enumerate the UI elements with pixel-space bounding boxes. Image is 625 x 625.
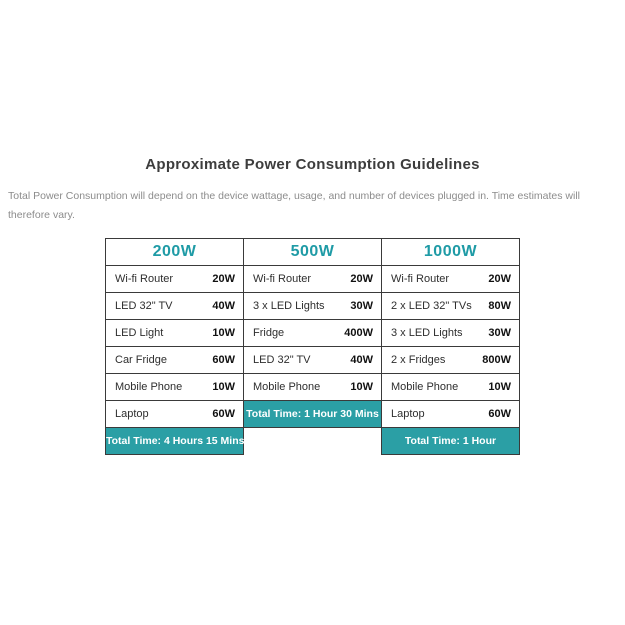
- device-wattage: 400W: [344, 327, 373, 339]
- device-name: 2 x Fridges: [391, 354, 446, 366]
- device-wattage: 20W: [488, 273, 511, 285]
- device-wattage: 10W: [350, 381, 373, 393]
- device-cell: 2 x Fridges 800W: [381, 346, 520, 374]
- device-cell: 3 x LED Lights 30W: [243, 292, 382, 320]
- device-cell: Mobile Phone 10W: [105, 373, 244, 401]
- device-name: 3 x LED Lights: [391, 327, 463, 339]
- total-time-cell: Total Time: 1 Hour: [381, 427, 520, 455]
- table-row: Total Time: 4 Hours 15 Mins Total Time: 1…: [105, 427, 520, 455]
- device-cell-inner: Mobile Phone 10W: [106, 381, 243, 393]
- device-cell-inner: LED Light 10W: [106, 327, 243, 339]
- device-name: LED 32" TV: [253, 354, 311, 366]
- device-cell: Wi-fi Router 20W: [381, 265, 520, 293]
- device-cell-inner: 2 x Fridges 800W: [382, 354, 519, 366]
- device-cell-inner: Laptop 60W: [382, 408, 519, 420]
- table-row: Laptop 60W Total Time: 1 Hour 30 Mins Lapto…: [105, 400, 520, 428]
- total-time-cell: Total Time: 4 Hours 15 Mins: [105, 427, 244, 455]
- device-name: Wi-fi Router: [391, 273, 450, 285]
- device-cell: Car Fridge 60W: [105, 346, 244, 374]
- device-wattage: 20W: [350, 273, 373, 285]
- table-body: Wi-fi Router 20W Wi-fi Router 20W Wi-fi Rout…: [105, 265, 520, 455]
- device-cell-inner: Car Fridge 60W: [106, 354, 243, 366]
- device-name: Fridge: [253, 327, 285, 339]
- total-time-cell: Total Time: 1 Hour 30 Mins: [243, 400, 382, 428]
- device-cell-inner: Wi-fi Router 20W: [382, 273, 519, 285]
- power-consumption-table: 200W 500W 1000W Wi-fi Router 20W Wi-fi Rou…: [105, 238, 520, 455]
- table-row: Car Fridge 60W LED 32" TV 40W 2 x Fridges 800…: [105, 346, 520, 374]
- device-wattage: 30W: [488, 327, 511, 339]
- device-cell: Wi-fi Router 20W: [105, 265, 244, 293]
- device-cell: Laptop 60W: [105, 400, 244, 428]
- device-name: Laptop: [115, 408, 149, 420]
- device-cell-inner: LED 32" TV 40W: [244, 354, 381, 366]
- device-cell-inner: 3 x LED Lights 30W: [244, 300, 381, 312]
- device-name: 3 x LED Lights: [253, 300, 325, 312]
- device-cell: 2 x LED 32" TVs 80W: [381, 292, 520, 320]
- device-name: Wi-fi Router: [115, 273, 174, 285]
- table-header-row: 200W 500W 1000W: [105, 238, 520, 266]
- device-wattage: 20W: [212, 273, 235, 285]
- device-cell-inner: LED 32" TV 40W: [106, 300, 243, 312]
- empty-cell: [243, 427, 382, 455]
- device-cell: 3 x LED Lights 30W: [381, 319, 520, 347]
- device-cell-inner: Fridge 400W: [244, 327, 381, 339]
- device-wattage: 30W: [350, 300, 373, 312]
- column-header-500w: 500W: [243, 238, 382, 266]
- table-row: LED 32" TV 40W 3 x LED Lights 30W 2 x LED 32…: [105, 292, 520, 320]
- device-name: Mobile Phone: [115, 381, 183, 393]
- device-wattage: 10W: [212, 327, 235, 339]
- device-wattage: 10W: [212, 381, 235, 393]
- device-wattage: 80W: [488, 300, 511, 312]
- device-name: Car Fridge: [115, 354, 167, 366]
- device-name: LED Light: [115, 327, 164, 339]
- device-wattage: 60W: [488, 408, 511, 420]
- device-cell-inner: 3 x LED Lights 30W: [382, 327, 519, 339]
- device-cell-inner: Laptop 60W: [106, 408, 243, 420]
- device-name: LED 32" TV: [115, 300, 173, 312]
- page: Approximate Power Consumption Guidelines…: [8, 156, 580, 455]
- device-cell: Fridge 400W: [243, 319, 382, 347]
- device-name: Mobile Phone: [253, 381, 321, 393]
- device-name: Wi-fi Router: [253, 273, 312, 285]
- page-subtitle: Total Power Consumption will depend on t…: [8, 190, 580, 221]
- device-wattage: 40W: [350, 354, 373, 366]
- column-header-1000w: 1000W: [381, 238, 520, 266]
- device-cell: Wi-fi Router 20W: [243, 265, 382, 293]
- table-row: Wi-fi Router 20W Wi-fi Router 20W Wi-fi Rout…: [105, 265, 520, 293]
- device-cell-inner: Wi-fi Router 20W: [244, 273, 381, 285]
- device-wattage: 10W: [488, 381, 511, 393]
- device-cell-inner: Wi-fi Router 20W: [106, 273, 243, 285]
- device-cell: LED 32" TV 40W: [105, 292, 244, 320]
- device-cell-inner: 2 x LED 32" TVs 80W: [382, 300, 519, 312]
- device-cell: LED 32" TV 40W: [243, 346, 382, 374]
- device-cell: Laptop 60W: [381, 400, 520, 428]
- table-row: Mobile Phone 10W Mobile Phone 10W Mobile Pho…: [105, 373, 520, 401]
- device-cell: Mobile Phone 10W: [381, 373, 520, 401]
- device-cell-inner: Mobile Phone 10W: [382, 381, 519, 393]
- device-name: Laptop: [391, 408, 425, 420]
- device-cell-inner: Mobile Phone 10W: [244, 381, 381, 393]
- device-cell: Mobile Phone 10W: [243, 373, 382, 401]
- page-title: Approximate Power Consumption Guidelines: [145, 156, 480, 173]
- device-cell: LED Light 10W: [105, 319, 244, 347]
- device-wattage: 60W: [212, 408, 235, 420]
- device-name: 2 x LED 32" TVs: [391, 300, 472, 312]
- device-wattage: 40W: [212, 300, 235, 312]
- device-wattage: 800W: [482, 354, 511, 366]
- device-name: Mobile Phone: [391, 381, 459, 393]
- device-wattage: 60W: [212, 354, 235, 366]
- column-header-200w: 200W: [105, 238, 244, 266]
- table-row: LED Light 10W Fridge 400W 3 x LED Lights 30W: [105, 319, 520, 347]
